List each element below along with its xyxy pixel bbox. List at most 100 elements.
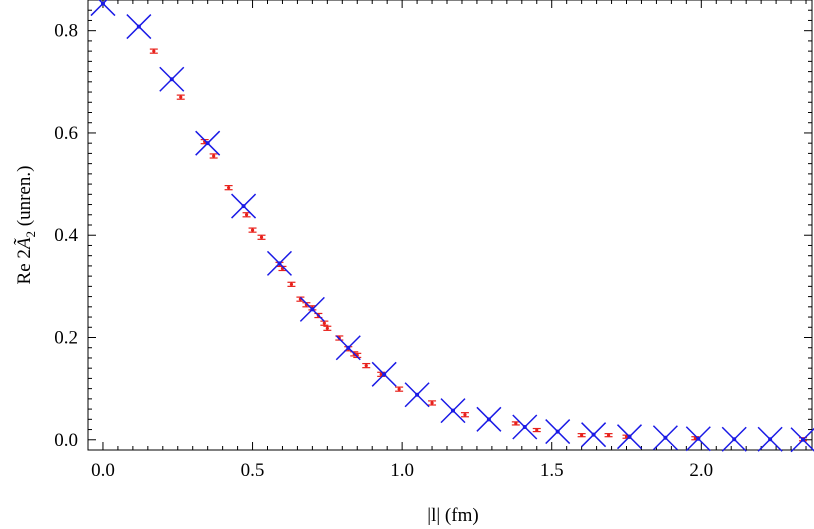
blue-point-dot [801,437,806,442]
blue-data-point [231,193,257,219]
x-tick-label: 1.5 [540,460,564,481]
blue-data-point [652,425,678,451]
blue-data-point [404,382,430,408]
red-point-dot [325,326,329,330]
red-point-dot [580,433,584,437]
blue-point-dot [732,437,737,442]
y-axis-title-symbol: Ã [14,237,35,251]
blue-data-point [266,250,293,276]
red-point-dot [152,49,156,53]
red-point-dot [259,235,264,239]
blue-point-dot [522,424,527,429]
red-data-point [577,433,586,438]
red-error-bar-series [149,48,808,442]
red-point-dot [624,435,629,439]
red-data-point [604,433,613,438]
blue-data-point [476,406,502,432]
red-data-point [257,234,266,240]
red-point-dot [379,372,383,376]
y-tick-label: 0.8 [54,21,78,42]
x-tick-label: 2.0 [689,460,713,481]
blue-point-dot [277,261,282,266]
y-axis-title-prefix: Re 2 [14,249,35,284]
blue-point-dot [627,434,632,439]
y-tick-label: 0.0 [54,430,78,451]
y-axis-title-subscript: 2 [23,231,38,238]
red-point-dot [250,228,255,232]
blue-point-dot [486,417,491,422]
blue-point-dot [241,204,246,209]
blue-point-dot [136,24,141,29]
blue-data-point [440,398,466,424]
red-data-point [248,227,257,233]
x-axis-ticks: 0.0 0.5 1.0 1.5 2.0 [87,0,807,481]
y-tick-label: 0.6 [54,123,78,144]
y-tick-label: 0.2 [54,328,78,349]
red-data-point [323,325,332,331]
blue-data-point [721,426,747,452]
red-point-dot [535,428,539,432]
red-data-point [428,400,437,406]
red-data-point [209,153,218,159]
red-point-dot [212,154,216,158]
x-axis-title: |l| (fm) [427,505,478,526]
x-tick-label: 0.0 [91,460,115,481]
blue-data-point [512,414,538,440]
blue-data-point [685,426,711,452]
y-tick-label: 0.4 [54,225,78,246]
x-tick-label: 0.5 [241,460,265,481]
red-point-dot [244,213,249,217]
red-point-dot [606,433,611,437]
red-point-dot [179,95,183,99]
blue-point-dot [346,345,351,350]
blue-point-dot [310,307,315,312]
blue-point-dot [696,436,701,441]
blue-data-point [757,426,783,452]
blue-cross-series [90,0,814,453]
red-point-dot [514,421,518,426]
red-data-point [287,281,296,287]
red-data-point [362,362,371,369]
red-data-point [395,386,404,392]
blue-data-point [371,361,397,387]
red-point-dot [364,364,368,368]
red-data-point [242,212,251,218]
blue-data-point [790,427,814,453]
y-axis-title: Re 2Ã2 (unren.) [14,166,38,285]
blue-data-point [616,424,643,450]
red-point-dot [322,321,326,325]
blue-point-dot [450,408,455,413]
red-data-point [224,185,233,191]
blue-point-dot [205,141,210,146]
blue-point-dot [591,432,596,437]
y-axis-ticks: 0.0 0.2 0.4 0.6 0.8 [54,0,812,451]
red-data-point [511,421,520,426]
plot-frame [87,0,813,451]
red-point-dot [463,413,467,417]
red-point-dot [430,401,434,405]
blue-point-dot [555,429,560,434]
blue-point-dot [100,1,105,6]
red-point-dot [289,282,294,286]
blue-data-point [159,66,185,92]
x-tick-label: 1.0 [390,460,414,481]
red-data-point [320,320,329,326]
blue-data-point [90,0,116,17]
blue-data-point [335,335,361,361]
red-point-dot [397,387,401,391]
blue-point-dot [415,392,420,397]
blue-data-point [299,296,325,322]
red-data-point [460,412,469,418]
blue-point-dot [382,372,387,377]
blue-data-point [126,14,152,40]
blue-data-point [545,419,571,445]
blue-point-dot [169,77,174,82]
blue-point-dot [663,435,668,440]
blue-data-point [581,422,607,448]
blue-data-point [195,130,221,156]
red-data-point [149,48,158,54]
red-data-point [532,427,541,433]
y-axis-title-suffix: (unren.) [14,166,35,231]
blue-point-dot [768,437,773,442]
